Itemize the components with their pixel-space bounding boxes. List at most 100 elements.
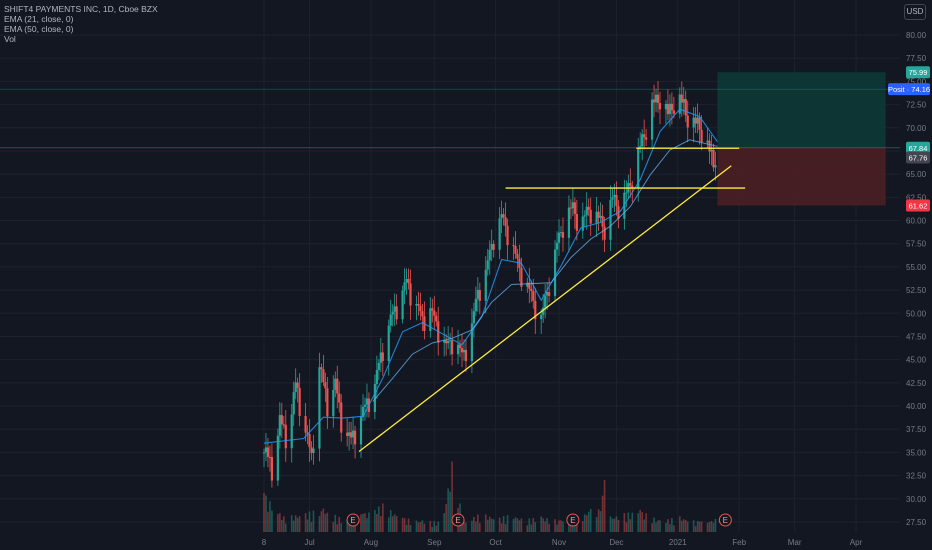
price-label-text: 61.62 — [909, 201, 928, 210]
volume-legend[interactable]: Vol — [4, 34, 16, 44]
earnings-label: E — [350, 516, 355, 525]
candle — [270, 443, 274, 488]
volume-bar — [401, 517, 404, 532]
volume-bar — [617, 519, 620, 532]
candle — [680, 81, 683, 117]
candle — [262, 448, 266, 468]
volume-bar — [570, 523, 572, 532]
volume-bar — [334, 514, 337, 532]
candle-body — [447, 340, 450, 344]
candle — [451, 327, 454, 366]
candle — [589, 197, 592, 236]
grid — [0, 0, 900, 532]
candle — [389, 299, 392, 333]
volume-bar — [512, 518, 515, 532]
candle — [338, 381, 341, 413]
volume-bar — [395, 516, 398, 532]
candle-body — [308, 434, 311, 448]
volume-bar — [340, 523, 343, 532]
candle — [365, 383, 369, 418]
candle-body — [534, 300, 537, 320]
candle-body — [417, 304, 420, 306]
candle-body — [643, 134, 646, 138]
candle-body — [435, 315, 438, 322]
symbol-title[interactable]: SHIFT4 PAYMENTS INC, 1D, Cboe BZX — [4, 4, 158, 14]
candle-body — [504, 217, 507, 226]
price-label-bg — [906, 141, 930, 154]
volume-bar — [380, 516, 382, 532]
volume-bar — [568, 520, 570, 532]
volume-bar — [597, 509, 600, 532]
volume-bar — [659, 520, 661, 532]
candle — [587, 198, 590, 217]
candle — [488, 240, 491, 275]
volume-bar — [433, 521, 436, 532]
volume-bar — [296, 517, 299, 532]
ema50-legend[interactable]: EMA (50, close, 0) — [4, 24, 74, 34]
candle-body — [492, 244, 495, 250]
volume-bar — [382, 503, 384, 532]
candle-body — [486, 260, 489, 270]
candle-body — [403, 282, 406, 291]
candle — [326, 376, 329, 429]
x-tick-label: Mar — [788, 538, 802, 547]
volume-bar — [682, 519, 685, 532]
candle-body — [581, 216, 584, 231]
candle-body — [324, 382, 327, 389]
price-axis: 27.50 30.00 32.50 35.00 37.50 40.00 42.50 45.00… — [906, 31, 927, 527]
candle — [615, 181, 618, 216]
candle — [684, 90, 687, 122]
candle — [575, 199, 578, 241]
volume-bar — [637, 513, 640, 532]
candle — [678, 87, 681, 119]
candle-body — [559, 232, 563, 234]
volume-bar — [463, 521, 465, 532]
volume-bar — [583, 514, 586, 532]
candle — [629, 168, 632, 198]
candle — [506, 218, 509, 260]
candle — [435, 311, 438, 327]
x-tick-label: Oct — [489, 538, 502, 547]
candle — [304, 403, 307, 442]
volume-bar — [443, 513, 445, 532]
volume-bar — [362, 513, 364, 532]
candle-body — [514, 245, 517, 254]
volume-bar — [544, 521, 546, 532]
volume-bar — [294, 515, 297, 532]
volume-bar — [712, 522, 715, 532]
candle-body — [700, 129, 703, 143]
candle-body — [377, 362, 380, 371]
candle-body — [476, 289, 479, 299]
candle — [458, 339, 462, 358]
ema21-legend[interactable]: EMA (21, close, 0) — [4, 14, 74, 24]
candle-body — [629, 183, 632, 186]
candle — [561, 217, 565, 252]
candle — [553, 240, 557, 301]
volume-bar — [445, 504, 447, 532]
volume-bar — [631, 512, 634, 532]
candle — [346, 418, 349, 447]
currency-button[interactable]: USD — [904, 4, 926, 20]
candle — [320, 363, 323, 383]
candle-body — [692, 117, 695, 128]
candle — [431, 298, 434, 323]
volume-bar — [449, 491, 451, 532]
candle-body — [443, 340, 446, 343]
volume-bar — [669, 524, 671, 532]
candle — [470, 308, 473, 374]
candle-body — [304, 415, 307, 433]
volume-bar — [589, 508, 592, 532]
candle-body — [472, 311, 475, 324]
candle-body — [270, 456, 274, 481]
candle — [460, 334, 464, 368]
candle — [462, 339, 466, 361]
candle — [474, 286, 477, 317]
candle-body — [530, 288, 533, 292]
stop-zone — [717, 147, 886, 206]
candle — [597, 205, 600, 231]
candle-body — [409, 283, 412, 306]
candle — [363, 397, 367, 421]
candle — [268, 445, 272, 472]
volume-bar — [348, 519, 350, 532]
